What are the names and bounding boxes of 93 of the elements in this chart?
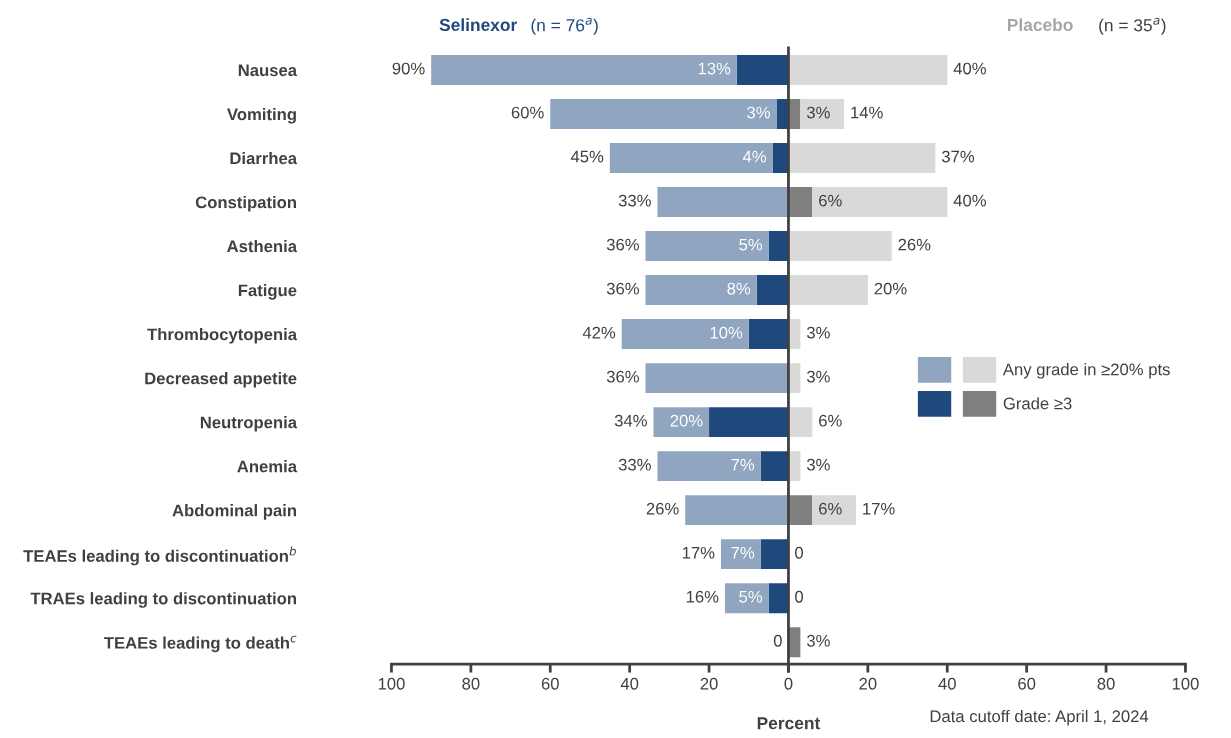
text: 0 <box>773 634 782 647</box>
x-tick-label: 40 <box>620 677 639 690</box>
x-tick-label: 100 <box>1172 677 1199 690</box>
data-label: 6% <box>819 502 842 515</box>
total-label: 36% <box>606 238 639 251</box>
x-tick-label: 20 <box>859 677 877 690</box>
bar <box>768 231 789 262</box>
data-label: 6% <box>819 194 842 207</box>
bar <box>788 187 813 217</box>
data-label: 3% <box>747 106 770 119</box>
bar <box>645 275 757 306</box>
data-label: 8% <box>727 282 751 295</box>
bar <box>760 539 789 570</box>
bar <box>788 495 813 526</box>
y-tick-label: Nausea <box>238 64 298 77</box>
total-label: 40% <box>953 62 986 75</box>
y-tick-label: Vomiting <box>227 107 296 124</box>
total-label: 42% <box>582 326 616 339</box>
y-tick-label: Decreased appetite <box>145 372 297 388</box>
total-label: 36% <box>606 282 639 295</box>
x-tick-label: 20 <box>700 677 718 690</box>
bar <box>621 319 749 350</box>
bar <box>812 187 948 217</box>
bar <box>812 495 856 526</box>
total-label: 17% <box>682 546 715 559</box>
x-tick-label: 0 <box>784 677 793 690</box>
y-tick-label: Abdominal pain <box>172 504 296 520</box>
chart-title: Placebo <box>1007 18 1073 32</box>
y-tick-label: Fatigue <box>238 284 297 300</box>
y-tick-label: TEAEs leading to death$^{c}$ <box>104 635 297 653</box>
y-tick-label: Asthenia <box>227 240 298 253</box>
x-tick-label: 60 <box>1018 677 1036 690</box>
total-label: 3% <box>806 634 830 647</box>
legend-label: Grade ≥3 <box>1003 397 1072 410</box>
bar <box>720 539 761 570</box>
text: 0 <box>795 590 804 603</box>
total-label: 90% <box>392 62 425 75</box>
text: 0 <box>795 546 804 559</box>
total-label: 3% <box>806 458 830 471</box>
chart-subtitle: (n = 76$^{a}$) <box>531 17 598 35</box>
data-label: 7% <box>731 458 755 471</box>
y-tick-label: Thrombocytopenia <box>147 328 298 344</box>
y-tick-label: TEAEs leading to discontinuation$^{b}$ <box>23 546 296 566</box>
y-tick-label: Anemia <box>237 460 298 473</box>
data-label: 3% <box>806 106 830 119</box>
total-label: 3% <box>806 370 830 383</box>
total-label: 60% <box>511 106 544 119</box>
total-label: 33% <box>618 194 651 207</box>
x-tick-label: 60 <box>541 677 559 690</box>
bar <box>645 231 769 262</box>
data-label: 5% <box>739 590 763 603</box>
data-label: 10% <box>710 326 743 339</box>
y-tick-label: Constipation <box>195 195 296 212</box>
bar <box>788 407 813 438</box>
bar <box>653 407 710 438</box>
data-label: 4% <box>742 150 767 163</box>
total-label: 6% <box>819 414 842 427</box>
total-label: 34% <box>614 414 647 427</box>
text: Data cutoff date: April 1, 2024 <box>930 709 1149 726</box>
x-tick-label: 80 <box>1097 677 1115 690</box>
total-label: 16% <box>686 590 719 603</box>
total-label: 3% <box>806 326 830 339</box>
bar <box>609 143 773 173</box>
bar <box>800 99 845 129</box>
chart-subtitle: (n = 35$^{a}$) <box>1099 17 1166 35</box>
total-label: 36% <box>606 370 639 383</box>
x-tick-label: 80 <box>462 677 480 690</box>
data-label: 7% <box>731 546 755 559</box>
legend-label: Any grade in ≥20% pts <box>1002 363 1170 379</box>
data-label: 5% <box>739 238 763 251</box>
bar <box>550 99 777 129</box>
total-label: 45% <box>570 150 604 163</box>
y-tick-label: TRAEs leading to discontinuation <box>30 592 296 608</box>
y-tick-label: Diarrhea <box>230 151 298 165</box>
total-label: 17% <box>863 502 895 515</box>
total-label: 26% <box>646 502 679 515</box>
total-label: 40% <box>953 194 986 207</box>
bar <box>724 583 769 614</box>
bar <box>431 55 737 85</box>
total-label: 20% <box>874 282 907 295</box>
bar <box>657 451 761 482</box>
chart-title: Selinexor <box>439 18 517 32</box>
x-tick-label: 100 <box>378 677 405 690</box>
bar <box>768 583 789 614</box>
data-label: 20% <box>670 414 703 427</box>
x-tick-label: 40 <box>938 677 956 690</box>
data-label: 13% <box>698 62 731 75</box>
total-label: 14% <box>851 106 883 119</box>
total-label: 33% <box>618 458 651 471</box>
x-axis-title: Percent <box>757 717 821 730</box>
total-label: 37% <box>941 150 975 163</box>
y-tick-label: Neutropenia <box>200 416 298 432</box>
total-label: 26% <box>898 238 931 251</box>
